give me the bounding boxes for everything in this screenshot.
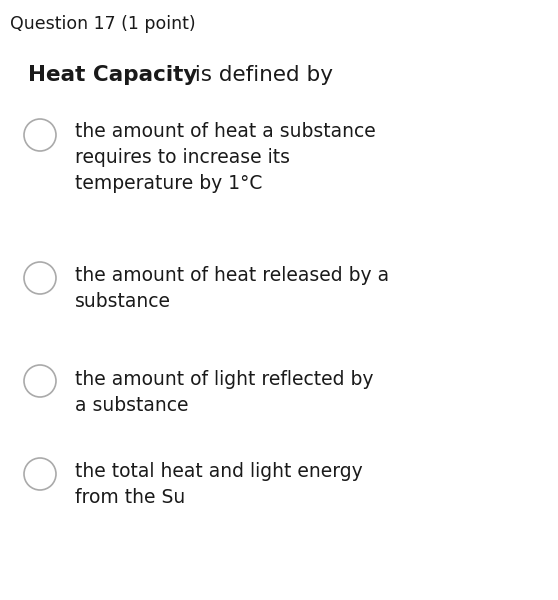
- Text: substance: substance: [75, 292, 171, 311]
- Text: the amount of heat a substance: the amount of heat a substance: [75, 122, 376, 141]
- Ellipse shape: [24, 365, 56, 397]
- Text: requires to increase its: requires to increase its: [75, 148, 290, 167]
- Ellipse shape: [24, 119, 56, 151]
- Text: Question 17 (1 point): Question 17 (1 point): [10, 15, 196, 33]
- Text: Heat Capacity: Heat Capacity: [28, 65, 198, 85]
- Ellipse shape: [24, 458, 56, 490]
- Text: temperature by 1°C: temperature by 1°C: [75, 174, 262, 193]
- Text: the total heat and light energy: the total heat and light energy: [75, 462, 363, 481]
- Text: is defined by: is defined by: [188, 65, 333, 85]
- Text: a substance: a substance: [75, 396, 189, 415]
- Text: the amount of heat released by a: the amount of heat released by a: [75, 266, 389, 285]
- Text: from the Su: from the Su: [75, 488, 185, 507]
- Text: the amount of light reflected by: the amount of light reflected by: [75, 370, 373, 389]
- Ellipse shape: [24, 262, 56, 294]
